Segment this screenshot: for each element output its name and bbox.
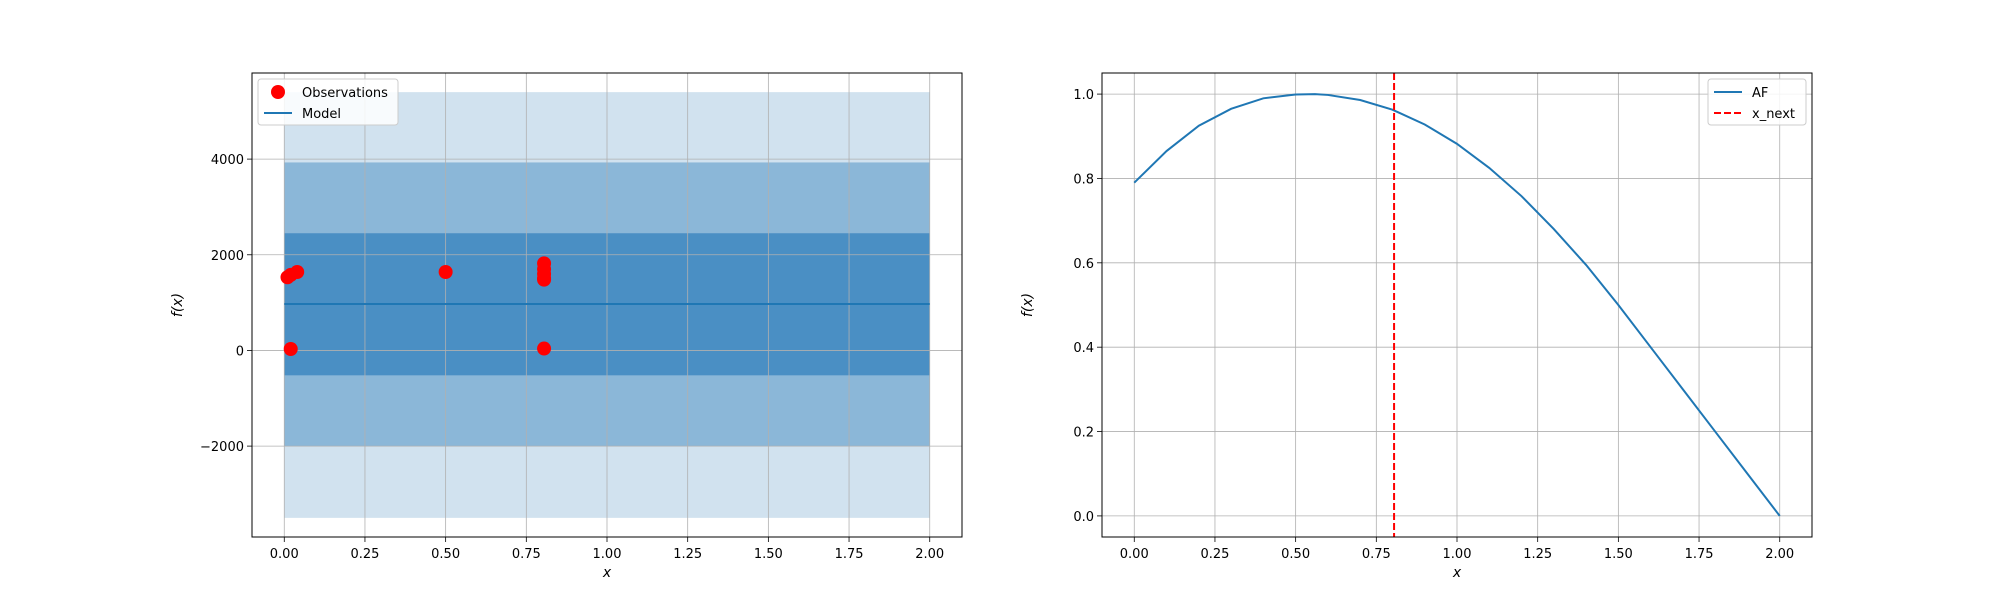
x-tick-label: 2.00 xyxy=(915,547,944,562)
observation-point xyxy=(290,264,305,279)
x-tick-label: 0.50 xyxy=(1281,547,1310,562)
x-tick-label: 0.00 xyxy=(1120,547,1149,562)
af-curve xyxy=(1133,93,1781,517)
x-tick-label: 0.50 xyxy=(431,547,460,562)
legend: AF x_next xyxy=(1707,78,1807,126)
legend-observations-label: Observations xyxy=(302,86,388,101)
x-axis-label: x xyxy=(1452,565,1462,581)
legend-x-next-label: x_next xyxy=(1752,107,1795,122)
y-tick-label: 0.8 xyxy=(1073,172,1094,187)
legend-observations-marker xyxy=(271,85,285,99)
x-tick-label: 1.50 xyxy=(754,547,783,562)
y-axis-label: f(x) xyxy=(170,293,186,317)
x-axis-label: x xyxy=(602,565,612,581)
axes-frame xyxy=(1101,72,1813,538)
grid xyxy=(1102,73,1812,537)
x-tick-label: 1.00 xyxy=(1443,547,1472,562)
x-tick-label: 2.00 xyxy=(1765,547,1794,562)
x-tick-label: 1.50 xyxy=(1604,547,1633,562)
x-tick-label: 1.75 xyxy=(835,547,864,562)
y-tick-label: 0.0 xyxy=(1073,510,1094,525)
legend-box xyxy=(257,78,399,126)
y-axis-label: f(x) xyxy=(1020,293,1036,317)
x-tick-label: 0.00 xyxy=(270,547,299,562)
x-tick-label: 1.25 xyxy=(673,547,702,562)
chart-left: 0.00 0.25 0.50 0.75 1.00 1.25 1.50 1.75 2.00 −200… xyxy=(170,72,963,581)
y-tick-label: 0.2 xyxy=(1073,426,1094,441)
x-tick-label: 1.00 xyxy=(593,547,622,562)
observation-point xyxy=(537,272,552,287)
observation-point xyxy=(438,264,453,279)
y-tick-label: 4000 xyxy=(211,153,244,168)
y-tick-label: 0.6 xyxy=(1073,257,1094,272)
y-tick-label: 2000 xyxy=(211,249,244,264)
legend-model-label: Model xyxy=(302,107,341,122)
x-tick-label: 1.25 xyxy=(1523,547,1552,562)
observation-point xyxy=(537,341,552,356)
y-tick-label: −2000 xyxy=(200,440,244,455)
x-tick-label: 0.75 xyxy=(512,547,541,562)
x-tick-label: 0.25 xyxy=(350,547,379,562)
y-tick-label: 0.4 xyxy=(1073,341,1094,356)
x-tick-label: 0.75 xyxy=(1362,547,1391,562)
chart-right: 0.00 0.25 0.50 0.75 1.00 1.25 1.50 1.75 2.00 0.0 0… xyxy=(1020,72,1813,581)
observations xyxy=(280,256,552,357)
legend-af-label: AF xyxy=(1752,86,1768,101)
legend: Observations Model xyxy=(257,78,399,126)
x-tick-label: 1.75 xyxy=(1685,547,1714,562)
legend-box xyxy=(1707,78,1807,126)
y-tick-label: 0 xyxy=(236,344,244,359)
x-tick-label: 0.25 xyxy=(1200,547,1229,562)
y-tick-label: 1.0 xyxy=(1073,88,1094,103)
observation-point xyxy=(283,342,298,357)
axes-frame xyxy=(251,72,963,538)
